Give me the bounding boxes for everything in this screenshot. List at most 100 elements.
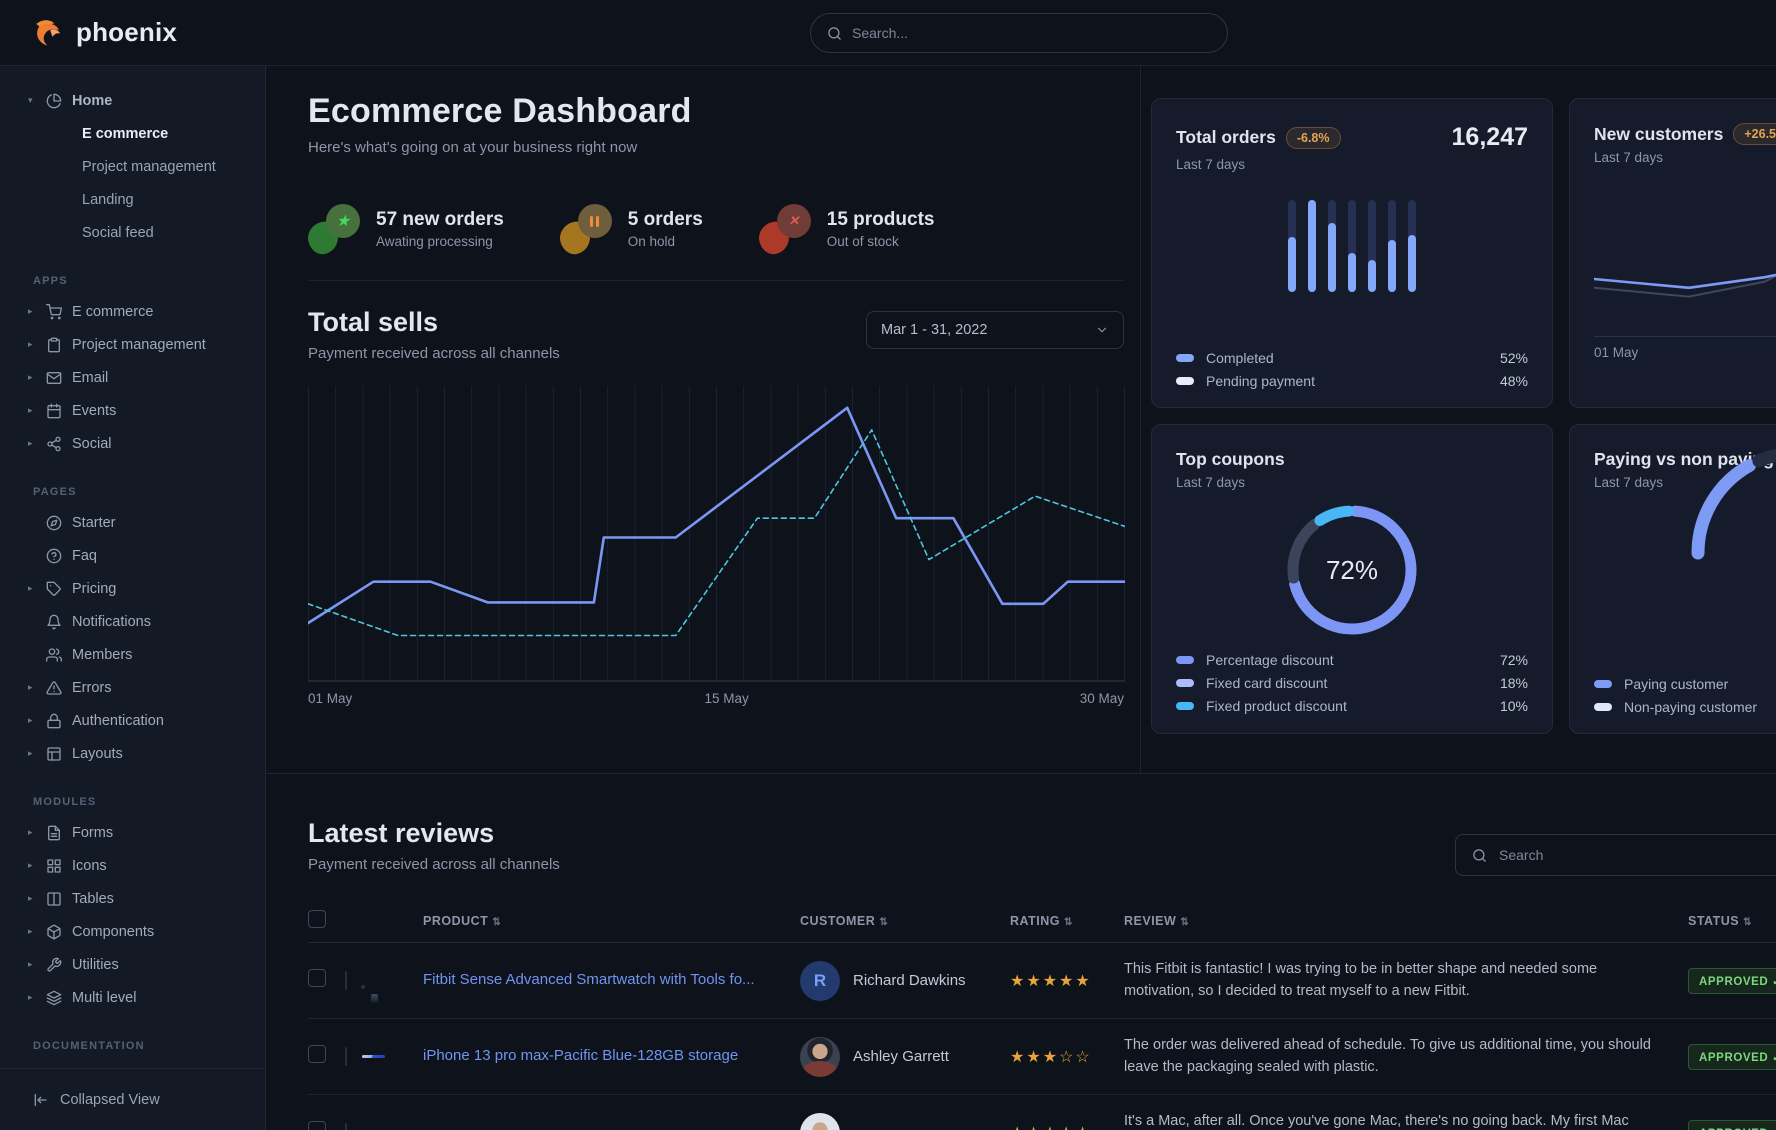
sidebar-item-notifications[interactable]: Notifications: [0, 605, 265, 638]
orders-legend: Completed 52% Pending payment 48%: [1176, 343, 1528, 389]
sidebar-item-label: Notifications: [72, 613, 151, 630]
legend-value: 48%: [1499, 373, 1528, 389]
rating-stars: ★★★☆☆: [1010, 1048, 1092, 1066]
chevron-right-icon: ▸: [28, 306, 33, 316]
sidebar-item-social-feed[interactable]: Social feed: [82, 224, 154, 241]
sort-icon: ⇅: [492, 916, 502, 928]
new-customers-card: New customers +26.5% Last 7 days 01 May: [1569, 98, 1776, 408]
bar: [1368, 200, 1376, 292]
product-thumbnail-iphone[interactable]: [345, 1046, 347, 1066]
sidebar-item-e-commerce[interactable]: ▸ E commerce: [0, 295, 265, 328]
select-all-checkbox[interactable]: [308, 910, 326, 928]
sidebar-item-label: Layouts: [72, 745, 123, 762]
global-search[interactable]: [810, 13, 1228, 53]
sidebar-item-events[interactable]: ▸ Events: [0, 394, 265, 427]
column-header-customer[interactable]: CUSTOMER ⇅: [800, 913, 889, 928]
sidebar-item-utilities[interactable]: ▸ Utilities: [0, 948, 265, 981]
pie-chart-icon: [46, 93, 62, 109]
legend-label: Fixed card discount: [1206, 675, 1328, 691]
sidebar-item-label: Social: [72, 435, 112, 452]
sidebar-section-label: APPS: [33, 275, 68, 287]
sidebar-item-email[interactable]: ▸ Email: [0, 361, 265, 394]
rating-stars: ★★★★★: [1010, 1123, 1124, 1130]
legend-swatch-icon: [1594, 703, 1612, 711]
sidebar-item-landing[interactable]: Landing: [82, 191, 134, 208]
reviews-title: Latest reviews: [308, 818, 495, 848]
table-row: iPhone 13 pro max-Pacific Blue-128GB sto…: [308, 1019, 1776, 1095]
sidebar-item-project-management[interactable]: ▸ Project management: [0, 328, 265, 361]
collapse-view-button[interactable]: Collapsed View: [0, 1068, 265, 1130]
sidebar-item-tables[interactable]: ▸ Tables: [0, 882, 265, 915]
kpi-cards: Total orders -6.8% 16,247 Last 7 days Co…: [1141, 66, 1776, 773]
close-icon: ✕: [755, 204, 811, 257]
sidebar-item-label: Multi level: [72, 989, 137, 1006]
avatar: [800, 1112, 840, 1130]
stat-out-of-stock: ✕ 15 products Out of stock: [755, 204, 934, 257]
sidebar-item-label: Faq: [72, 547, 97, 564]
product-link[interactable]: iPhone 13 pro max-Pacific Blue-128GB sto…: [423, 1047, 739, 1065]
legend-item: Pending payment 48%: [1176, 373, 1528, 389]
star-icon: ★: [305, 204, 360, 257]
card-period: Last 7 days: [1176, 157, 1246, 172]
sidebar-item-home[interactable]: ▾ Home: [0, 84, 265, 117]
global-search-input[interactable]: [852, 25, 1211, 41]
sidebar-item-label: Components: [72, 923, 155, 940]
sidebar-item-forms[interactable]: ▸ Forms: [0, 816, 265, 849]
row-checkbox[interactable]: [308, 1121, 326, 1130]
stat-label: Out of stock: [826, 234, 899, 249]
sidebar-item-label: Utilities: [72, 956, 119, 973]
card-title: Top coupons: [1176, 449, 1285, 469]
sidebar-item-authentication[interactable]: ▸ Authentication: [0, 704, 265, 737]
sidebar-item-label: Pricing: [72, 580, 117, 597]
product-thumbnail-macbook[interactable]: [345, 1122, 347, 1130]
row-checkbox[interactable]: [308, 1045, 326, 1063]
chevron-down-icon: ▾: [28, 95, 33, 105]
reviews-search[interactable]: [1455, 834, 1776, 876]
product-thumbnail-smartwatch[interactable]: [345, 970, 347, 990]
table-header: PRODUCT ⇅ CUSTOMER ⇅ RATING ⇅ REVIEW ⇅ STATUS ⇅: [308, 899, 1776, 943]
sidebar-item-e-commerce[interactable]: E commerce: [82, 125, 169, 142]
column-header-product[interactable]: PRODUCT ⇅: [423, 913, 502, 928]
column-header-review[interactable]: REVIEW ⇅: [1124, 913, 1190, 928]
page-subtitle: Here's what's going on at your business …: [308, 139, 638, 156]
top-coupons-card: Top coupons Last 7 days 72% Percentage d…: [1151, 424, 1553, 734]
row-checkbox[interactable]: [308, 969, 326, 987]
sidebar-item-pricing[interactable]: ▸ Pricing: [0, 572, 265, 605]
share-icon: [46, 436, 62, 452]
sidebar-item-icons[interactable]: ▸ Icons: [0, 849, 265, 882]
change-badge: -6.8%: [1285, 126, 1341, 149]
legend-value: 72%: [1499, 652, 1528, 668]
lock-icon: [46, 713, 62, 729]
status-badge: APPROVED ✓: [1688, 1119, 1776, 1130]
sidebar-item-social[interactable]: ▸ Social: [0, 427, 265, 460]
sidebar-item-faq[interactable]: Faq: [0, 539, 265, 572]
phoenix-logo[interactable]: phoenix: [0, 17, 177, 49]
column-header-rating[interactable]: RATING ⇅: [1010, 913, 1073, 928]
table-row: ★★★★★ It's a Mac, after all. Once you've…: [308, 1095, 1776, 1130]
date-range-select[interactable]: Mar 1 - 31, 2022: [866, 311, 1124, 349]
card-period: Last 7 days: [1594, 475, 1664, 490]
card-title: New customers: [1594, 123, 1724, 144]
stat-value: 57 new orders: [376, 209, 504, 230]
sidebar-item-components[interactable]: ▸ Components: [0, 915, 265, 948]
sidebar-item-members[interactable]: Members: [0, 638, 265, 671]
sidebar-item-label: Project management: [72, 336, 206, 353]
customer-cell: [800, 1112, 1010, 1130]
legend-label: Fixed product discount: [1206, 698, 1347, 714]
column-header-status[interactable]: STATUS ⇅: [1688, 913, 1753, 928]
chevron-right-icon: ▸: [28, 959, 33, 969]
total-sells-subtitle: Payment received across all channels: [308, 345, 560, 362]
sidebar-item-project-management[interactable]: Project management: [82, 158, 216, 175]
product-link[interactable]: Fitbit Sense Advanced Smartwatch with To…: [423, 971, 755, 989]
warning-icon: [46, 680, 62, 696]
sidebar-item-multi-level[interactable]: ▸ Multi level: [0, 981, 265, 1014]
chevron-right-icon: ▸: [28, 372, 33, 382]
legend-swatch-icon: [1176, 679, 1194, 687]
sidebar-item-starter[interactable]: Starter: [0, 506, 265, 539]
sidebar-item-errors[interactable]: ▸ Errors: [0, 671, 265, 704]
legend-label: Pending payment: [1206, 373, 1315, 389]
reviews-search-input[interactable]: [1499, 847, 1776, 863]
legend-label: Completed: [1206, 350, 1274, 366]
search-icon: [1472, 848, 1487, 863]
sidebar-item-layouts[interactable]: ▸ Layouts: [0, 737, 265, 770]
